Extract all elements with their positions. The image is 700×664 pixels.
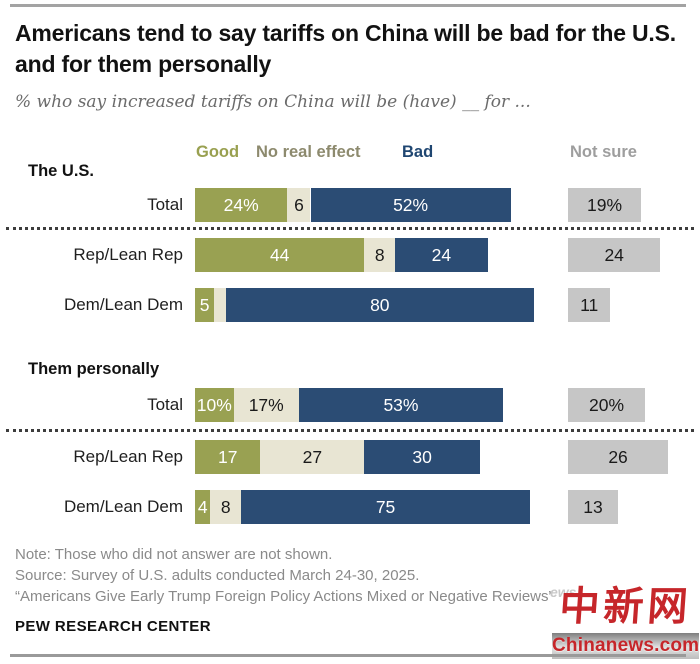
bar-segment-good: 24% [195, 188, 288, 222]
bar-segment-bad: 80 [225, 288, 534, 322]
bar-segment-good: 10% [195, 388, 234, 422]
chart-title: Americans tend to say tariffs on China w… [15, 20, 676, 77]
bar-segment-bad: 24 [395, 238, 488, 272]
row-label: Total [147, 395, 183, 414]
bar-row: Dem/Lean Dem 4 8 75 13 [0, 490, 700, 524]
chinanews-logo-cjk: 中新网 [557, 583, 694, 630]
bar-row: Dem/Lean Dem 5 80 11 [0, 288, 700, 322]
bar-row: Total 10% 17% 53% 20% [0, 388, 700, 422]
bar-row: Rep/Lean Rep 17 27 30 26 [0, 440, 700, 474]
bar-segment-no-effect: 8 [364, 238, 396, 272]
chart-notes: Note: Those who did not answer are not s… [15, 544, 615, 607]
bar-segment-no-effect: 8 [210, 490, 242, 524]
not-sure-box: 11 [568, 288, 611, 322]
section-heading: The U.S. [28, 162, 95, 180]
watermark-faded-text: ews [550, 584, 577, 600]
pew-research-center-brand: PEW RESEARCH CENTER [15, 618, 211, 635]
not-sure-box: 19% [568, 188, 642, 222]
bar-segment-bad: 75 [241, 490, 530, 524]
note-line: Note: Those who did not answer are not s… [15, 546, 333, 563]
bar-segment-no-effect: 27 [260, 440, 365, 474]
source-line: Source: Survey of U.S. adults conducted … [15, 567, 420, 584]
section-heading: Them personally [28, 360, 160, 378]
row-label: Dem/Lean Dem [63, 497, 183, 516]
bar-row: Total 24% 6 52% 19% [0, 188, 700, 222]
bar-segment-good: 44 [195, 238, 365, 272]
bar-segment-bad: 53% [298, 388, 503, 422]
row-label: Total [147, 195, 183, 214]
chinanews-watermark: ews 中新网 Chinanews.com [550, 582, 699, 659]
legend-not-sure: Not sure [570, 143, 637, 161]
chart-subtitle: % who say increased tariffs on China wil… [15, 92, 531, 112]
bar-segment-good: 17 [195, 440, 261, 474]
not-sure-box: 24 [568, 238, 661, 272]
bar-segment-good: 5 [195, 288, 215, 322]
legend-no-effect: No real effect [256, 143, 361, 161]
dotted-divider [6, 227, 694, 230]
row-label: Rep/Lean Rep [73, 245, 183, 264]
row-label: Rep/Lean Rep [73, 447, 183, 466]
dotted-divider [6, 429, 694, 432]
bar-row: Rep/Lean Rep 44 8 24 24 [0, 238, 700, 272]
bar-segment-no-effect [214, 288, 226, 322]
legend-good: Good [196, 143, 240, 161]
bar-segment-no-effect: 17% [233, 388, 299, 422]
bottom-divider-line [10, 654, 686, 657]
bar-segment-no-effect: 6 [287, 188, 311, 222]
top-divider-line [10, 4, 686, 7]
bar-segment-bad: 52% [310, 188, 511, 222]
not-sure-box: 20% [568, 388, 645, 422]
not-sure-box: 26 [568, 440, 669, 474]
legend-bad: Bad [402, 143, 434, 161]
report-title-line: “Americans Give Early Trump Foreign Poli… [15, 588, 554, 605]
not-sure-box: 13 [568, 490, 619, 524]
bar-segment-bad: 30 [364, 440, 480, 474]
bar-segment-good: 4 [195, 490, 211, 524]
row-label: Dem/Lean Dem [63, 295, 183, 314]
